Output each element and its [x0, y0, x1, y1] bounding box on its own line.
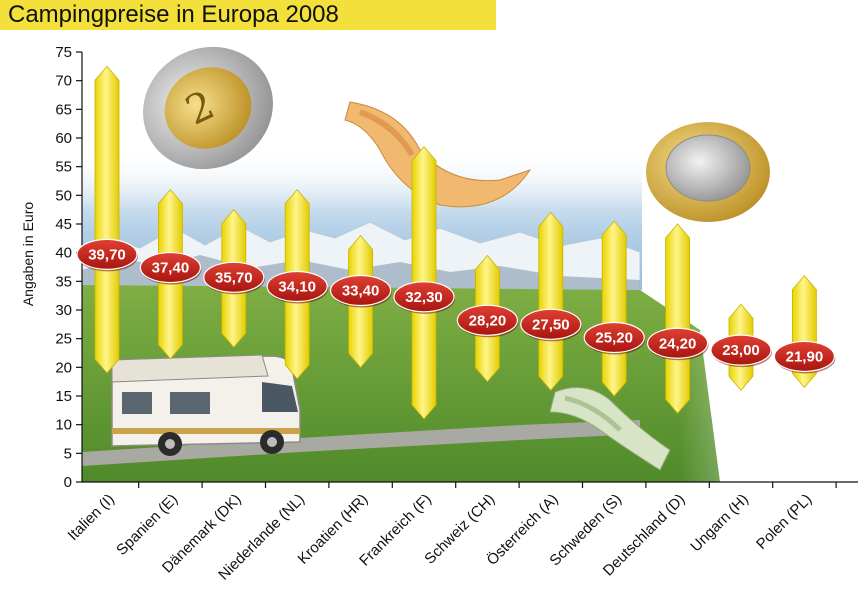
y-axis-ticks: 0 5 10 15 20 25 30 35 40 45 50 55 60 65 70 75 — [55, 44, 82, 491]
y-tick-label: 10 — [55, 417, 72, 434]
value-label: 32,30 — [405, 289, 443, 306]
value-label-oval — [456, 304, 518, 336]
value-label: 25,20 — [595, 330, 633, 347]
value-label: 39,70 — [88, 246, 126, 263]
y-tick-label: 0 — [64, 474, 72, 491]
range-bar — [665, 223, 690, 414]
value-label-oval — [773, 340, 836, 373]
value-label-oval — [520, 308, 582, 340]
y-tick-label: 5 — [64, 445, 72, 462]
range-bar — [538, 211, 564, 391]
y-axis-title: Angaben in Euro — [20, 202, 36, 307]
y-tick-label: 50 — [55, 187, 72, 204]
value-label: 28,20 — [469, 312, 507, 329]
y-tick-label: 15 — [55, 388, 72, 405]
value-label: 37,40 — [152, 260, 190, 277]
y-tick-label: 75 — [55, 44, 72, 61]
value-label-oval — [139, 251, 201, 284]
two-euro-coin: 2 — [143, 46, 273, 170]
value-label: 34,10 — [278, 278, 316, 295]
y-tick-label: 20 — [55, 359, 72, 376]
y-tick-label: 30 — [55, 302, 72, 319]
value-label: 24,20 — [659, 335, 697, 352]
title-banner: Campingpreise in Europa 2008 — [0, 0, 496, 30]
fifty-euro-banknote — [344, 101, 532, 208]
value-label-oval — [583, 321, 645, 354]
x-axis-ticks — [138, 482, 837, 488]
y-tick-label: 65 — [55, 101, 72, 118]
value-label-oval — [646, 327, 709, 359]
one-euro-coin — [646, 122, 770, 222]
value-label-oval — [393, 281, 455, 313]
y-tick-label: 25 — [55, 331, 72, 348]
value-label-oval — [710, 334, 772, 366]
y-tick-label: 40 — [55, 245, 72, 262]
category-label: Italien (I) — [65, 491, 118, 544]
value-label: 21,90 — [786, 348, 824, 365]
value-label-oval — [266, 270, 328, 303]
chart-title: Campingpreise in Europa 2008 — [8, 1, 339, 28]
category-labels: Italien (I)Spanien (E)Dänemark (DK)Niede… — [65, 490, 816, 584]
category-label: Ungarn (H) — [687, 491, 751, 555]
category-label: Spanien (E) — [113, 491, 181, 559]
value-label: 27,50 — [532, 316, 570, 333]
value-label-oval — [76, 238, 138, 270]
value-label: 23,00 — [722, 342, 760, 359]
value-label-oval — [203, 261, 265, 293]
y-tick-label: 55 — [55, 159, 72, 176]
value-label-oval — [330, 274, 392, 307]
y-tick-label: 60 — [55, 130, 72, 147]
range-bar — [94, 65, 120, 374]
category-label: Polen (PL) — [753, 491, 815, 553]
value-label: 35,70 — [215, 269, 253, 286]
value-label: 33,40 — [342, 283, 380, 300]
y-tick-label: 35 — [55, 273, 72, 290]
y-tick-label: 70 — [55, 73, 72, 90]
hundred-euro-banknote — [549, 387, 671, 471]
value-labels: 39,70 37,40 35,70 34,10 33,40 32,30 28,20 27,50… — [76, 238, 836, 374]
landscape-background: 2 — [82, 30, 858, 482]
range-bar — [601, 220, 627, 397]
y-tick-label: 45 — [55, 216, 72, 233]
motorhome — [111, 354, 301, 456]
